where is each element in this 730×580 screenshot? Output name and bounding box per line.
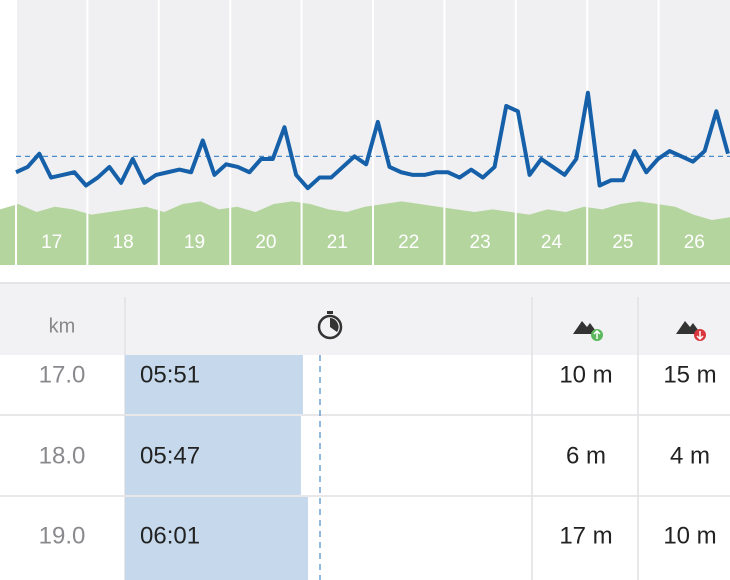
pace-line (15, 90, 730, 191)
km-label: 20 (255, 232, 276, 253)
km-cell: 19.0 (39, 522, 86, 549)
pace-bar (125, 416, 301, 495)
descent-icon (676, 321, 706, 341)
pace-cell: 06:01 (140, 522, 200, 549)
table-header (0, 284, 730, 355)
km-label: 25 (612, 232, 633, 253)
ascent-cell: 6 m (566, 442, 606, 469)
km-label: 21 (327, 232, 348, 253)
pace-cell: 05:47 (140, 442, 200, 469)
km-cell: 17.0 (39, 361, 86, 388)
km-label: 26 (684, 232, 705, 253)
header-km: km (49, 315, 76, 337)
ascent-cell: 10 m (559, 361, 612, 388)
km-label: 19 (184, 232, 205, 253)
ascent-icon (573, 321, 603, 341)
ascent-cell: 17 m (559, 522, 612, 549)
km-label: 24 (541, 232, 563, 253)
km-label: 23 (470, 232, 491, 253)
pace-cell: 05:51 (140, 361, 200, 388)
pace-bar (125, 355, 303, 414)
km-cell: 18.0 (39, 442, 86, 469)
descent-cell: 10 m (663, 522, 716, 549)
elevation-area (0, 201, 730, 265)
descent-cell: 4 m (670, 442, 710, 469)
descent-cell: 15 m (663, 361, 716, 388)
km-label: 18 (113, 232, 134, 253)
chart: 17 18 19 20 21 22 23 24 25 26 (0, 0, 730, 265)
km-label: 17 (41, 232, 62, 253)
stopwatch-icon (317, 311, 343, 340)
km-label: 22 (398, 232, 419, 253)
table: km 17.0 05:51 10 m 15 m 18.0 05:47 6 m 4 m 19.0 06… (0, 297, 730, 580)
pace-bar (125, 497, 309, 580)
